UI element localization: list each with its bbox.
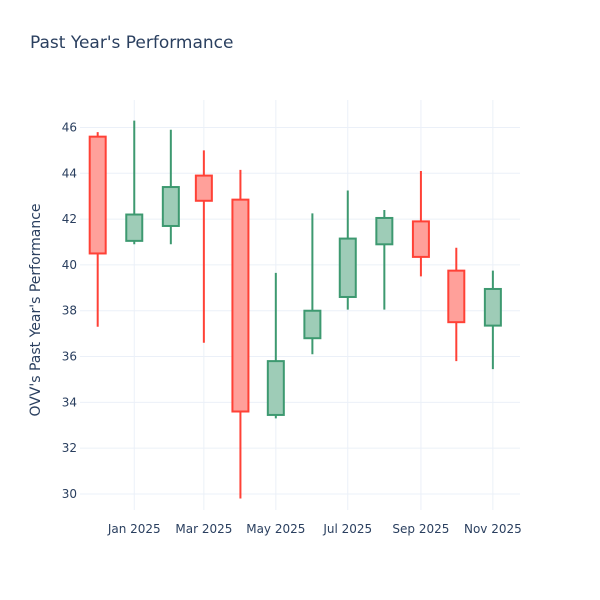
chart-title: Past Year's Performance [30,33,234,53]
candle-body [375,216,394,246]
candle-body [303,309,322,340]
candle-body [194,174,213,202]
y-tick-label: 34 [62,395,77,409]
candle-body [266,360,285,416]
y-tick-label: 40 [62,258,77,272]
y-tick-label: 32 [62,441,77,455]
candle-body [125,213,144,242]
x-tick-label: Sep 2025 [392,522,449,536]
y-tick-label: 30 [62,487,77,501]
candle-body [338,237,357,298]
y-tick-label: 38 [62,304,77,318]
x-tick-label: Nov 2025 [464,522,522,536]
y-tick-label: 44 [62,166,77,180]
candle-body [483,287,502,327]
y-tick-label: 42 [62,212,77,226]
x-tick-label: Jan 2025 [107,522,161,536]
candle-body [447,269,466,324]
candle-body [161,186,180,227]
x-tick-label: May 2025 [246,522,305,536]
y-axis-label: OVV's Past Year's Performance [28,203,44,417]
candle-body [231,198,250,413]
x-tick-label: Mar 2025 [175,522,232,536]
candle-body [88,135,107,255]
candle-body [411,220,430,258]
y-tick-label: 46 [62,120,77,134]
x-tick-label: Jul 2025 [322,522,372,536]
y-tick-label: 36 [62,350,77,364]
